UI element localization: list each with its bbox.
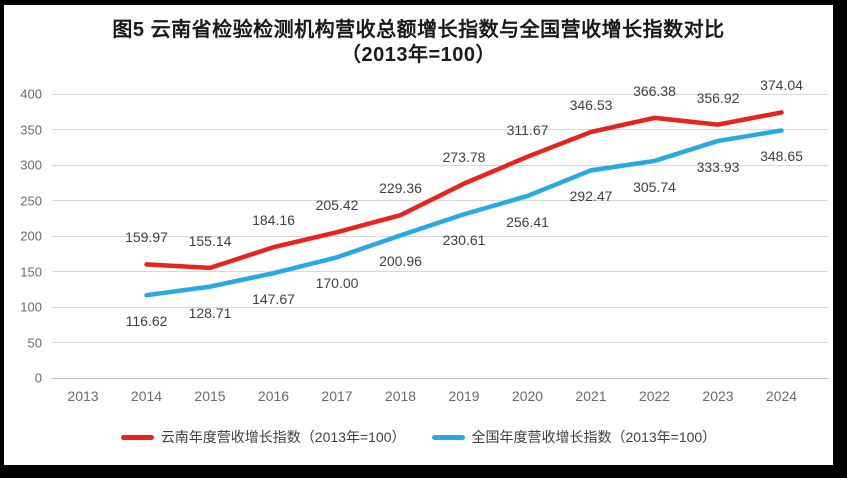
- data-label: 356.92: [696, 89, 740, 106]
- data-label: 184.16: [252, 212, 295, 229]
- y-axis-tick-label: 100: [20, 299, 42, 315]
- legend-item: 全国年度营收增长指数（2013年=100）: [431, 427, 717, 447]
- data-label: 311.67: [506, 121, 549, 138]
- data-label: 155.14: [188, 232, 232, 249]
- x-axis-tick-label: 2015: [194, 388, 226, 404]
- data-label: 147.67: [252, 291, 295, 308]
- y-axis-tick-label: 350: [20, 122, 42, 137]
- y-axis-tick-label: 300: [20, 157, 42, 173]
- x-axis-tick-label: 2016: [257, 388, 290, 404]
- data-label: 229.36: [379, 180, 422, 197]
- data-label: 346.53: [569, 96, 613, 113]
- x-axis-tick-label: 2021: [575, 388, 607, 404]
- gridline: [52, 342, 828, 343]
- gridline: [52, 306, 828, 308]
- gridline: [52, 271, 828, 272]
- gridline: [52, 377, 828, 379]
- gridline: [52, 235, 828, 237]
- data-label: 200.96: [379, 253, 422, 270]
- x-axis-tick-label: 2018: [384, 388, 417, 404]
- data-label: 230.61: [442, 232, 486, 249]
- legend-label: 全国年度营收增长指数（2013年=100）: [471, 429, 717, 445]
- x-axis-tick-label: 2019: [448, 388, 480, 404]
- gridline: [52, 200, 828, 201]
- gridline: [52, 129, 828, 130]
- y-axis-tick-label: 250: [20, 193, 42, 208]
- x-axis-tick-label: 2017: [321, 388, 353, 404]
- chart-title-line1: 图5 云南省检验检测机构营收总额增长指数与全国营收增长指数对比: [112, 19, 725, 41]
- legend-item: 云南年度营收增长指数（2013年=100）: [120, 427, 406, 447]
- x-axis-tick-label: 2023: [702, 388, 734, 404]
- data-label: 116.62: [125, 313, 168, 330]
- x-axis-tick-label: 2013: [67, 388, 99, 404]
- chart-title-line2: （2013年=100）: [340, 44, 497, 66]
- legend-line-swatch: [431, 434, 465, 440]
- gridline: [52, 93, 828, 95]
- data-label: 292.47: [569, 188, 613, 205]
- data-label: 170.00: [315, 275, 359, 292]
- data-label: 348.65: [760, 148, 803, 165]
- y-axis-tick-label: 0: [34, 370, 42, 386]
- data-label: 366.38: [633, 82, 676, 99]
- y-axis-tick-label: 150: [20, 264, 42, 279]
- data-label: 205.42: [315, 197, 359, 214]
- data-label: 256.41: [506, 213, 549, 230]
- x-axis-tick-label: 2020: [511, 388, 544, 404]
- x-axis-tick-label: 2024: [765, 388, 798, 404]
- legend: 云南年度营收增长指数（2013年=100） 全国年度营收增长指数（2013年=10…: [4, 426, 833, 448]
- data-label: 333.93: [696, 158, 740, 175]
- x-axis-tick-label: 2014: [130, 388, 163, 404]
- y-axis-tick-label: 200: [20, 228, 42, 244]
- data-label: 374.04: [760, 77, 803, 94]
- data-label: 128.71: [188, 304, 232, 321]
- y-axis-tick-label: 50: [27, 335, 42, 350]
- chart-canvas: 图5 云南省检验检测机构营收总额增长指数与全国营收增长指数对比 （2013年=1…: [4, 5, 833, 465]
- y-axis-tick-label: 400: [20, 86, 42, 102]
- data-label: 305.74: [633, 178, 676, 195]
- plot-area: 0 50 100 150 200 250 300 350 400 2013 2014 2015 2016…: [4, 5, 833, 465]
- legend-label: 云南年度营收增长指数（2013年=100）: [160, 429, 406, 445]
- data-label: 273.78: [442, 148, 486, 165]
- legend-line-swatch: [120, 434, 154, 440]
- chart-title: 图5 云南省检验检测机构营收总额增长指数与全国营收增长指数对比 （2013年=1…: [4, 18, 833, 68]
- x-axis-tick-label: 2022: [638, 388, 671, 404]
- data-label: 159.97: [125, 229, 168, 246]
